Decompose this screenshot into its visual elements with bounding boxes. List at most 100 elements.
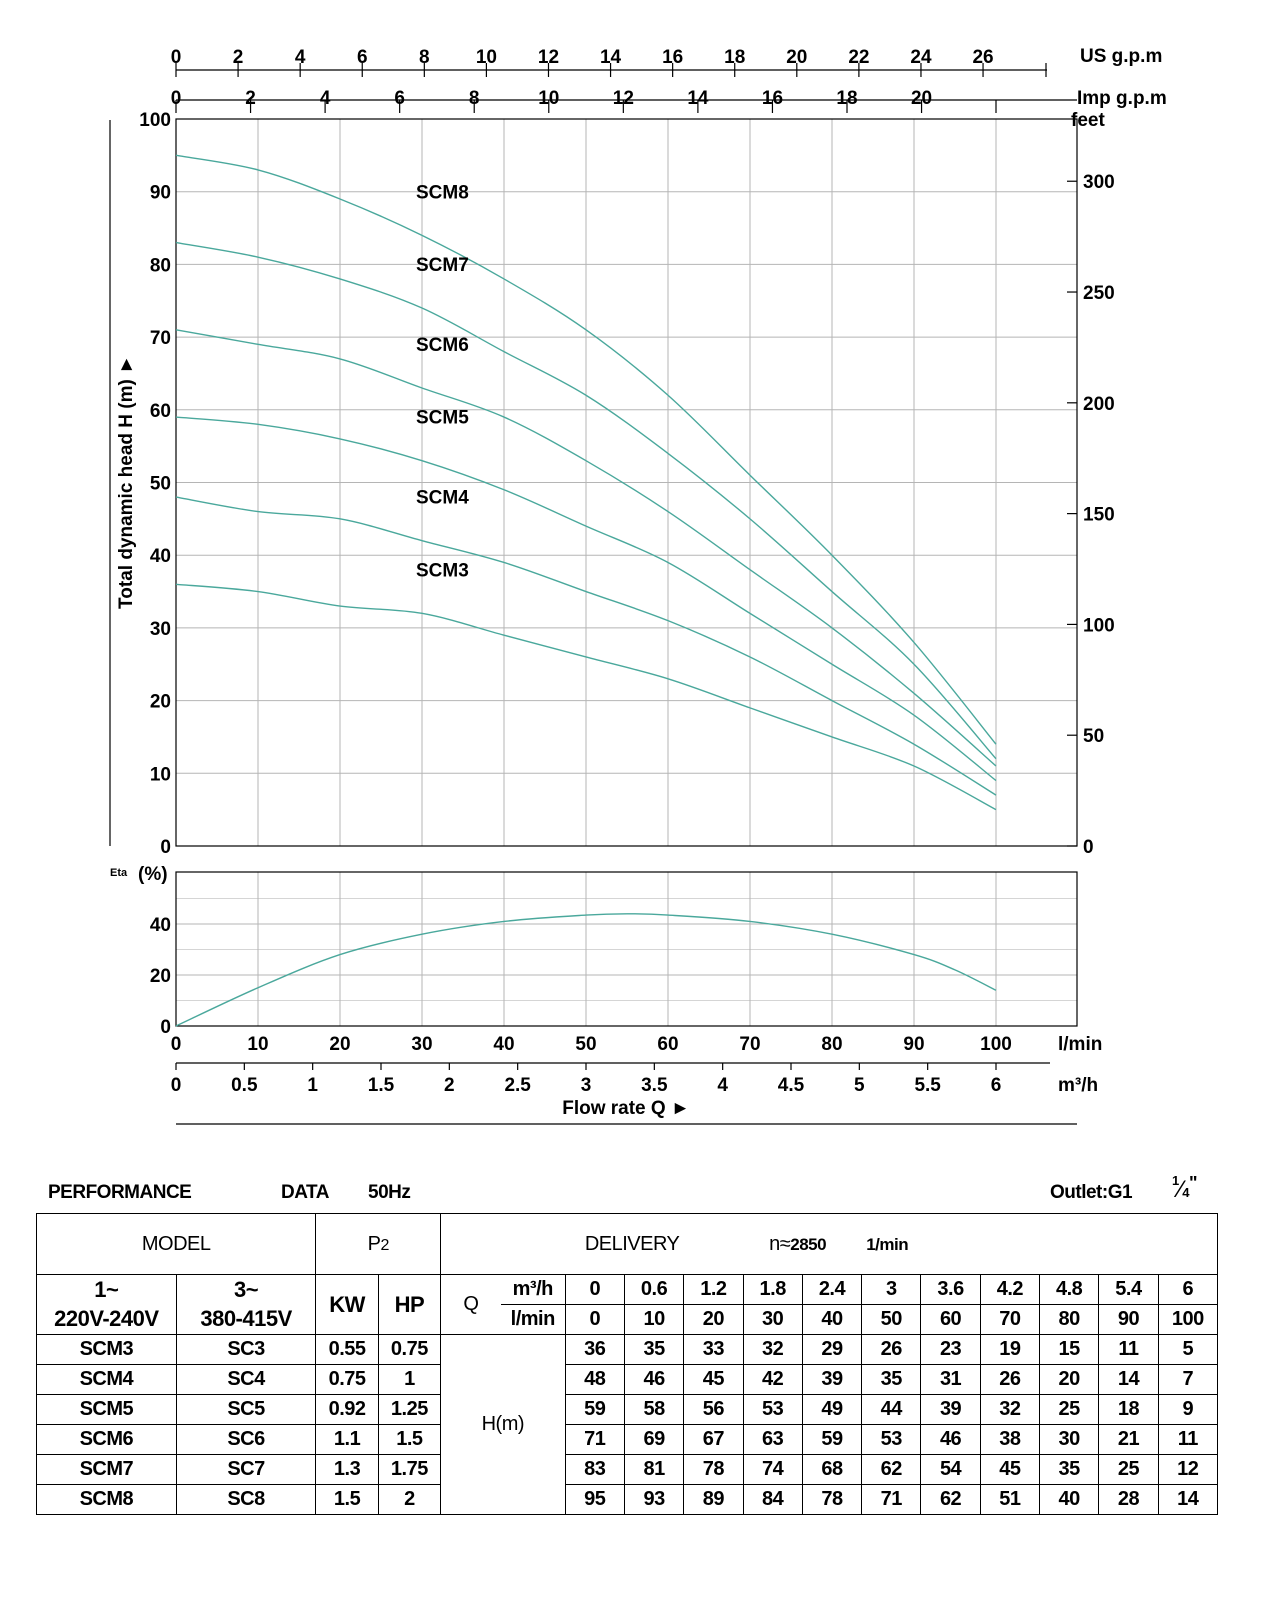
efficiency-curve — [175, 913, 997, 1027]
head-value-cell: 71 — [564, 1424, 625, 1455]
head-value-cell: 32 — [742, 1334, 803, 1365]
head-value-cell: 69 — [623, 1424, 685, 1455]
table-row: SCM4 SC4 0.75 1 48 46 45 42 39 35 31 26 20 14 7 — [36, 1364, 1219, 1395]
curve-label-scm6: SCM6 — [416, 335, 469, 356]
model-1-phase-cell: SCM8 — [36, 1484, 177, 1515]
m3h-tick-label: 4 — [717, 1075, 728, 1096]
head-value-cell: 44 — [861, 1394, 922, 1425]
m3h-tick-label: 1.5 — [368, 1075, 395, 1096]
head-value-cell: 14 — [1157, 1484, 1219, 1515]
head-value-cell: 46 — [920, 1424, 981, 1455]
y-tick-label: 0 — [160, 837, 171, 858]
flow-lmin-cell: 70 — [979, 1304, 1041, 1335]
feet-tick-label: 150 — [1083, 505, 1115, 526]
head-value-cell: 59 — [564, 1394, 625, 1425]
head-value-cell: 68 — [801, 1454, 863, 1485]
head-value-cell: 20 — [1039, 1364, 1100, 1395]
us-gpm-tick-label: 14 — [600, 47, 622, 68]
x-tick-label: 100 — [980, 1034, 1012, 1055]
flow-lmin-cell: 10 — [623, 1304, 685, 1335]
outlet-fraction-num: 1 — [1172, 1173, 1179, 1188]
model-1-phase-cell: SCM6 — [36, 1424, 177, 1455]
curve-scm7 — [175, 241, 997, 760]
us-gpm-tick-label: 20 — [786, 47, 807, 68]
us-gpm-tick-label: 26 — [972, 47, 993, 68]
flow-m3h-cell: 0 — [564, 1274, 625, 1305]
head-value-cell: 45 — [979, 1454, 1041, 1485]
y-tick-label: 100 — [139, 110, 171, 131]
us-gpm-tick-label: 22 — [848, 47, 869, 68]
flow-lmin-cell: 90 — [1098, 1304, 1159, 1335]
imp-gpm-tick-label: 6 — [394, 88, 405, 109]
feet-tick-label: 50 — [1083, 726, 1104, 747]
imp-gpm-axis-label: Imp g.p.m — [1077, 88, 1167, 109]
curve-scm3 — [175, 583, 997, 811]
model-header: MODEL — [35, 1213, 317, 1275]
curve-scm4 — [175, 496, 997, 796]
performance-label: PERFORMANCE — [48, 1182, 192, 1203]
x-tick-label: 20 — [329, 1034, 350, 1055]
m3h-tick-label: 3 — [581, 1075, 592, 1096]
head-value-cell: 46 — [623, 1364, 685, 1395]
flow-lmin-cell: 20 — [683, 1304, 744, 1335]
imp-gpm-tick-label: 2 — [245, 88, 256, 109]
kw-cell: 0.92 — [315, 1394, 379, 1425]
imp-gpm-tick-label: 12 — [613, 88, 634, 109]
model-3-phase-cell: SC3 — [175, 1334, 317, 1365]
m3h-tick-label: 3.5 — [641, 1075, 668, 1096]
m3h-tick-label: 6 — [991, 1075, 1002, 1096]
hp-cell: 1.75 — [377, 1454, 442, 1485]
head-value-cell: 32 — [979, 1394, 1041, 1425]
head-value-cell: 56 — [683, 1394, 744, 1425]
head-value-cell: 35 — [623, 1334, 685, 1365]
feet-tick-label: 100 — [1083, 615, 1115, 636]
x-tick-label: 0 — [171, 1034, 182, 1055]
flow-m3h-cell: 3.6 — [920, 1274, 981, 1305]
head-value-cell: 35 — [1039, 1454, 1100, 1485]
m3h-tick-label: 5 — [854, 1075, 865, 1096]
hp-cell: 0.75 — [377, 1334, 442, 1365]
flow-m3h-cell: 6 — [1157, 1274, 1219, 1305]
head-value-cell: 39 — [920, 1394, 981, 1425]
head-value-cell: 19 — [979, 1334, 1041, 1365]
table-row: SCM5 SC5 0.92 1.25 59 58 56 53 49 44 39 32 25 18 9 — [36, 1394, 1219, 1425]
flow-lmin-cell: 100 — [1157, 1304, 1219, 1335]
head-value-cell: 39 — [801, 1364, 863, 1395]
m3h-tick-label: 1 — [307, 1075, 318, 1096]
model-3-phase-cell: SC4 — [175, 1364, 317, 1395]
head-value-cell: 58 — [623, 1394, 685, 1425]
flow-m3h-cell: 5.4 — [1098, 1274, 1159, 1305]
x-tick-label: 10 — [247, 1034, 268, 1055]
p2-header: P2 — [315, 1213, 442, 1275]
y-tick-label: 80 — [150, 255, 171, 276]
eta-tick-label: 40 — [150, 915, 171, 936]
y-tick-label: 60 — [150, 401, 171, 422]
feet-axis-label: feet — [1071, 110, 1105, 131]
kw-cell: 1.5 — [315, 1484, 379, 1515]
model-3-phase-cell: SC5 — [175, 1394, 317, 1425]
flow-m3h-cell: 2.4 — [801, 1274, 863, 1305]
table-row: SCM3 SC3 0.55 0.75 H(m) 36 35 33 32 29 26 23 19 15 11 5 — [36, 1334, 1219, 1515]
head-value-cell: 25 — [1098, 1454, 1159, 1485]
y-tick-label: 30 — [150, 619, 171, 640]
head-value-cell: 45 — [683, 1364, 744, 1395]
phase-3-label: 3~ — [175, 1274, 317, 1305]
table-row: SCM8 SC8 1.5 2 95 93 89 84 78 71 62 51 40 28 14 — [36, 1484, 1219, 1515]
y-axis-label: Total dynamic head H (m) ► — [116, 355, 137, 609]
head-value-cell: 5 — [1157, 1334, 1219, 1365]
flow-lmin-cell: 60 — [920, 1304, 981, 1335]
head-value-cell: 26 — [861, 1334, 922, 1365]
head-value-cell: 25 — [1039, 1394, 1100, 1425]
head-value-cell: 28 — [1098, 1484, 1159, 1515]
model-1-phase-cell: SCM3 — [36, 1334, 177, 1365]
speed-label: n≈ — [769, 1232, 791, 1255]
p2-label: P — [367, 1232, 381, 1255]
q-header: Q — [440, 1274, 501, 1335]
kw-header: KW — [315, 1274, 379, 1335]
head-value-cell: 18 — [1098, 1394, 1159, 1425]
us-gpm-tick-label: 4 — [295, 47, 306, 68]
us-gpm-tick-label: 24 — [910, 47, 932, 68]
us-gpm-tick-label: 16 — [662, 47, 683, 68]
flow-m3h-cell: 1.8 — [742, 1274, 803, 1305]
kw-cell: 0.55 — [315, 1334, 379, 1365]
